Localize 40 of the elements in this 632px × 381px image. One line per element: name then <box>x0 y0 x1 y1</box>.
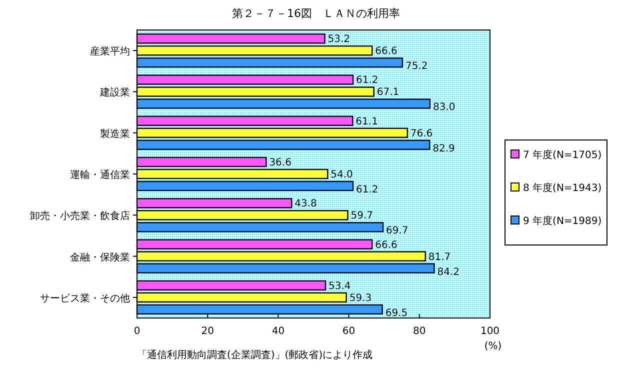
data-label: 82.9 <box>432 143 455 154</box>
y-tick-label: 建設業 <box>99 86 130 99</box>
data-label: 84.2 <box>437 266 460 278</box>
text: 「通信利用動向調査(企業調査)」(郵政省)により作成 <box>137 349 373 361</box>
xlabel: (%) <box>484 341 502 352</box>
x-tick-label: 100 <box>480 326 500 337</box>
y-tick-label: サービス業・その他 <box>40 292 130 304</box>
data-label: 43.8 <box>294 198 317 210</box>
legend-label: 7 年度(N=1705) <box>523 149 602 161</box>
data-label: 53.4 <box>328 280 351 292</box>
y-tick-label: 製造業 <box>100 128 130 140</box>
data-label: 69.7 <box>386 226 408 237</box>
data-label: 81.7 <box>428 252 451 263</box>
data-label: 69.5 <box>385 308 408 319</box>
legend-label: 8 年度(N=1943) <box>523 182 602 194</box>
y-tick-label: 産業平均 <box>90 46 130 58</box>
x-tick-label: 60 <box>342 326 356 337</box>
y-tick-label: 金融・保険業 <box>70 251 130 264</box>
title: 第２－７－16図 ＬＡＮの利用率 <box>232 7 400 20</box>
data-label: 53.2 <box>328 34 350 46</box>
data-label: 59.3 <box>349 292 372 304</box>
data-label: 66.6 <box>375 46 398 58</box>
data-label: 66.6 <box>375 240 398 251</box>
x-tick-label: 80 <box>413 326 426 337</box>
y-tick-label: 卸売・小売業・飲食店 <box>30 210 130 222</box>
data-label: 75.2 <box>405 61 428 72</box>
data-label: 54.0 <box>330 170 353 180</box>
data-label: 61.2 <box>356 184 378 196</box>
data-label: 83.0 <box>432 102 456 114</box>
data-label: 59.7 <box>350 210 374 222</box>
data-label: 61.1 <box>356 116 378 128</box>
data-label: 76.6 <box>410 128 433 140</box>
x-tick-label: 0 <box>134 326 140 337</box>
y-tick-label: 運輸・通信業 <box>70 169 130 181</box>
data-label: 61.2 <box>356 75 378 86</box>
x-tick-label: 40 <box>272 326 285 337</box>
legend-label: 9 年度(N=1989) <box>523 215 602 227</box>
data-label: 67.1 <box>376 87 400 98</box>
x-tick-label: 20 <box>201 326 214 337</box>
data-label: 36.6 <box>269 158 292 168</box>
